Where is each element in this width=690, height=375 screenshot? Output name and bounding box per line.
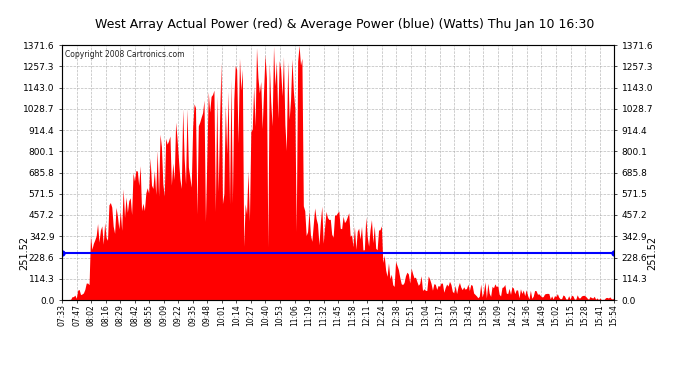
Text: West Array Actual Power (red) & Average Power (blue) (Watts) Thu Jan 10 16:30: West Array Actual Power (red) & Average …	[95, 18, 595, 31]
Text: Copyright 2008 Cartronics.com: Copyright 2008 Cartronics.com	[65, 50, 184, 59]
Text: 251.52: 251.52	[647, 236, 657, 270]
Text: 251.52: 251.52	[19, 236, 29, 270]
